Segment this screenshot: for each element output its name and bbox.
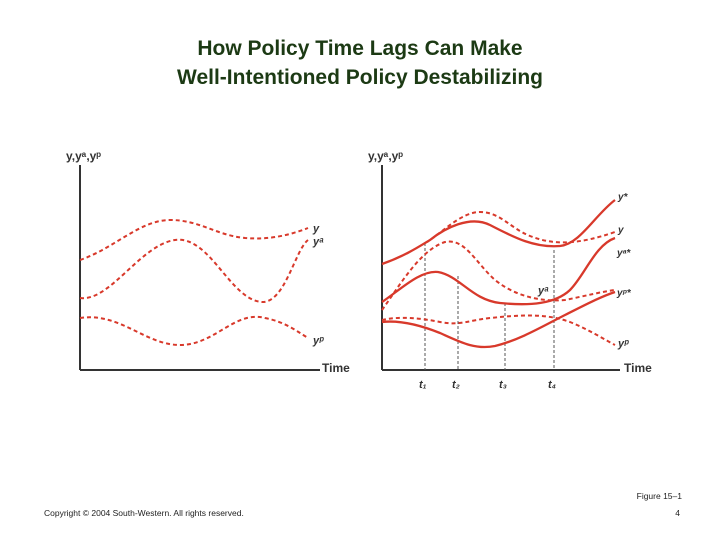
left-curve-yp [79, 315, 309, 347]
left-label-ya: yᵃ [312, 236, 324, 248]
right-label-ya-star: yᵃ* [616, 248, 631, 259]
left-y-axis-label: y,yᵃ,yᵖ [66, 149, 101, 163]
copyright-notice: Copyright © 2004 South-Western. All righ… [44, 508, 244, 518]
left-panel: y,yᵃ,yᵖ Time y yᵃ yᵖ [66, 149, 350, 375]
right-curve-ya [381, 240, 616, 311]
right-label-y: y [617, 225, 624, 236]
page-number: 4 [675, 508, 680, 518]
time-label-t4: t₄ [548, 379, 556, 391]
title-line-1: How Policy Time Lags Can Make [197, 37, 523, 60]
left-curve-y [79, 218, 309, 261]
figure-label: Figure 15–1 [636, 491, 682, 501]
right-curve-yp-star [381, 290, 616, 349]
time-label-t3: t₃ [499, 379, 507, 391]
left-label-yp: yᵖ [312, 335, 324, 347]
left-x-axis-label: Time [322, 361, 350, 375]
right-curve-y-star [381, 199, 616, 266]
right-label-ya-mid: yᵃ [537, 285, 549, 297]
left-label-y: y [312, 223, 320, 235]
right-curve-yp [381, 314, 616, 346]
right-y-axis-label: y,yᵃ,yᵖ [368, 149, 403, 163]
right-x-axis-label: Time [624, 361, 652, 375]
right-label-yp: yᵖ [617, 338, 629, 350]
title-line-2: Well-Intentioned Policy Destabilizing [177, 66, 543, 89]
page-title: How Policy Time Lags Can Make Well-Inten… [0, 34, 720, 92]
right-label-yp-star: yᵖ* [616, 288, 632, 299]
right-panel: y,yᵃ,yᵖ Time y* y yᵃ* yᵃ yᵖ* yᵖ t₁ t₂ t₃… [368, 149, 652, 391]
time-label-t1: t₁ [419, 379, 427, 391]
right-label-y-star: y* [617, 192, 629, 203]
left-curve-ya [79, 238, 309, 304]
right-curve-ya-star [381, 236, 616, 306]
time-label-t2: t₂ [452, 379, 460, 391]
right-curve-y [424, 210, 616, 244]
